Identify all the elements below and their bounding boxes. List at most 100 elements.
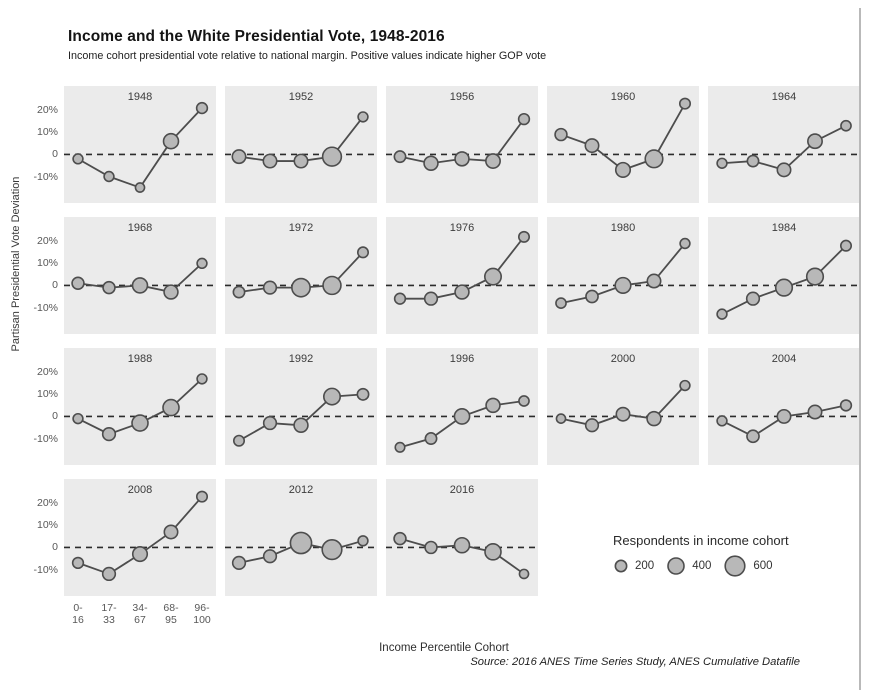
facet-chart (708, 399, 860, 444)
data-point (394, 441, 406, 453)
data-point (839, 239, 853, 252)
data-point (71, 276, 85, 290)
legend-item: 200 (613, 558, 654, 574)
data-point (293, 417, 309, 433)
data-point (518, 568, 530, 580)
facet-panel-1988: 1988 (64, 348, 216, 465)
trend-line (560, 242, 686, 304)
facet-panel-2004: 2004 (708, 348, 860, 465)
legend-circle (667, 557, 685, 575)
legend-size-label: 600 (753, 560, 773, 572)
legend-item: 400 (666, 556, 711, 576)
facet-panel-2008: 2008 (64, 479, 216, 596)
facet-year-label: 1960 (610, 91, 636, 103)
data-point (293, 153, 309, 169)
data-point (322, 275, 342, 296)
facet-chart (708, 239, 860, 320)
data-point (103, 170, 115, 183)
data-point (716, 157, 728, 169)
data-point (518, 395, 530, 407)
data-point (424, 540, 438, 555)
data-point (746, 154, 760, 168)
facet-year-label: 1964 (771, 91, 797, 103)
facet-year-label: 2012 (288, 484, 314, 496)
data-point (716, 415, 728, 427)
facet-chart (225, 387, 377, 447)
facet-year-label: 1996 (449, 353, 475, 365)
facet-chart (64, 373, 216, 442)
data-point (776, 162, 792, 178)
data-point (71, 556, 85, 570)
data-point (232, 434, 246, 447)
legend-items: 200 400 600 (613, 554, 789, 578)
data-point (678, 97, 692, 110)
y-tick-label: 0 (52, 148, 58, 161)
chart-subtitle: Income cohort presidential vote relative… (68, 50, 547, 62)
data-point (614, 161, 632, 178)
data-point (357, 111, 369, 123)
data-point (454, 151, 470, 167)
y-tick-label: 10% (36, 388, 58, 401)
data-point (807, 404, 823, 420)
data-point (646, 410, 662, 427)
data-point (321, 146, 343, 167)
legend-circle (614, 559, 628, 573)
facet-panel-1996: 1996 (386, 348, 538, 465)
data-point (102, 280, 116, 295)
data-point (393, 292, 407, 305)
data-point (679, 237, 691, 250)
facet-chart (386, 531, 538, 580)
legend-item: 600 (723, 554, 773, 578)
facet-year-label: 1972 (288, 222, 314, 234)
data-point (101, 566, 117, 582)
facet-year-label: 1948 (127, 91, 153, 103)
y-tick-label: -10% (33, 432, 58, 445)
facet-year-label: 1952 (288, 91, 314, 103)
data-point (584, 138, 600, 154)
data-point (134, 182, 146, 193)
data-point (485, 153, 501, 170)
data-point (679, 379, 691, 392)
data-point (805, 267, 825, 286)
facet-year-label: 2004 (771, 353, 797, 365)
data-point (72, 153, 84, 165)
data-point (262, 415, 278, 431)
data-point (644, 149, 664, 169)
data-point (555, 413, 567, 425)
data-point (195, 101, 209, 115)
legend-title: Respondents in income cohort (613, 533, 789, 548)
data-point (453, 408, 471, 425)
data-point (163, 284, 179, 300)
data-point (232, 285, 246, 299)
y-tick-label: 20% (36, 497, 58, 510)
facet-year-label: 1984 (771, 222, 797, 234)
data-point (776, 408, 792, 424)
facet-panel-1972: 1972 (225, 217, 377, 334)
facet-chart (547, 97, 699, 178)
data-point (72, 412, 84, 425)
data-point (291, 277, 311, 298)
legend-size-label: 400 (692, 560, 712, 572)
x-tick-label: 0- 16 (72, 602, 84, 626)
data-point (517, 112, 531, 126)
legend-size-circle (724, 555, 746, 577)
legend-circle (724, 555, 746, 577)
data-point (196, 257, 208, 270)
data-point (716, 308, 728, 320)
data-point (485, 397, 501, 414)
data-point (262, 549, 278, 564)
data-point (393, 150, 407, 164)
data-point (484, 267, 502, 286)
data-point (101, 426, 117, 442)
data-point (453, 536, 471, 554)
data-point (615, 406, 631, 422)
data-point (131, 414, 149, 432)
legend-size-circle (614, 559, 628, 573)
facet-panel-1952: 1952 (225, 86, 377, 203)
data-point (323, 387, 341, 406)
data-point (840, 119, 852, 132)
facet-chart (64, 257, 216, 300)
y-tick-label: -10% (33, 170, 58, 183)
data-point (484, 543, 502, 561)
